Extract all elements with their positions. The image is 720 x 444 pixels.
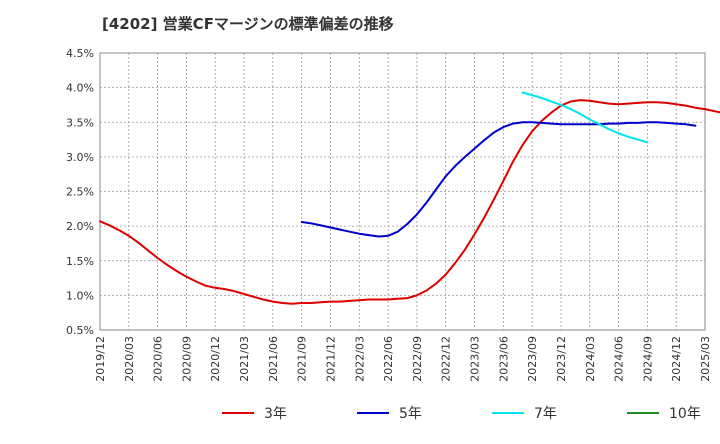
y-tick-label: 4.0% <box>66 82 94 95</box>
plot-frame <box>99 52 706 331</box>
x-tick-label: 2022/06 <box>382 336 395 382</box>
legend-label: 3年 <box>264 406 287 422</box>
x-tick-label: 2024/03 <box>584 336 597 382</box>
x-tick-label: 2024/06 <box>613 336 626 382</box>
y-tick-label: 0.5% <box>66 324 94 337</box>
y-tick-label: 1.0% <box>66 289 94 302</box>
x-tick-label: 2024/12 <box>670 336 683 382</box>
x-tick-label: 2020/03 <box>123 336 136 382</box>
legend-label: 10年 <box>669 406 701 422</box>
legend-label: 7年 <box>534 406 557 422</box>
series-line-3年 <box>99 99 720 305</box>
chart-title: [4202] 営業CFマージンの標準偏差の推移 <box>102 15 394 33</box>
legend-label: 5年 <box>399 406 422 422</box>
y-tick-label: 3.0% <box>66 151 94 164</box>
x-tick-label: 2024/09 <box>641 336 654 382</box>
x-tick-label: 2022/12 <box>440 336 453 382</box>
x-tick-label: 2025/03 <box>699 336 712 382</box>
x-tick-label: 2023/06 <box>497 336 510 382</box>
y-tick-label: 1.5% <box>66 255 94 268</box>
y-tick-label: 3.5% <box>66 116 94 129</box>
grid-layer <box>100 53 705 330</box>
x-tick-label: 2023/12 <box>555 336 568 382</box>
y-tick-label: 2.0% <box>66 220 94 233</box>
x-tick-label: 2021/06 <box>267 336 280 382</box>
x-tick-label: 2021/12 <box>324 336 337 382</box>
y-axis: 0.5% 1.0% 1.5% 2.0% 2.5% 3.0% 3.5% 4.0% 4.5% <box>66 47 94 337</box>
x-tick-label: 2023/03 <box>469 336 482 382</box>
y-tick-label: 4.5% <box>66 47 94 60</box>
x-tick-label: 2021/03 <box>238 336 251 382</box>
x-tick-label: 2020/12 <box>209 336 222 382</box>
x-tick-label: 2023/09 <box>526 336 539 382</box>
x-tick-label: 2022/03 <box>353 336 366 382</box>
x-tick-label: 2019/12 <box>94 336 107 382</box>
x-tick-label: 2021/09 <box>296 336 309 382</box>
x-tick-label: 2020/06 <box>152 336 165 382</box>
x-tick-label: 2020/09 <box>180 336 193 382</box>
x-axis: 2019/12 2020/03 2020/06 2020/09 2020/12 2021/… <box>94 336 712 382</box>
legend: 3年 5年 7年 10年 <box>222 406 701 422</box>
x-tick-label: 2022/09 <box>411 336 424 382</box>
series-line-5年 <box>300 121 697 238</box>
y-tick-label: 2.5% <box>66 186 94 199</box>
series-line-7年 <box>521 91 649 144</box>
series-layer <box>99 91 720 305</box>
